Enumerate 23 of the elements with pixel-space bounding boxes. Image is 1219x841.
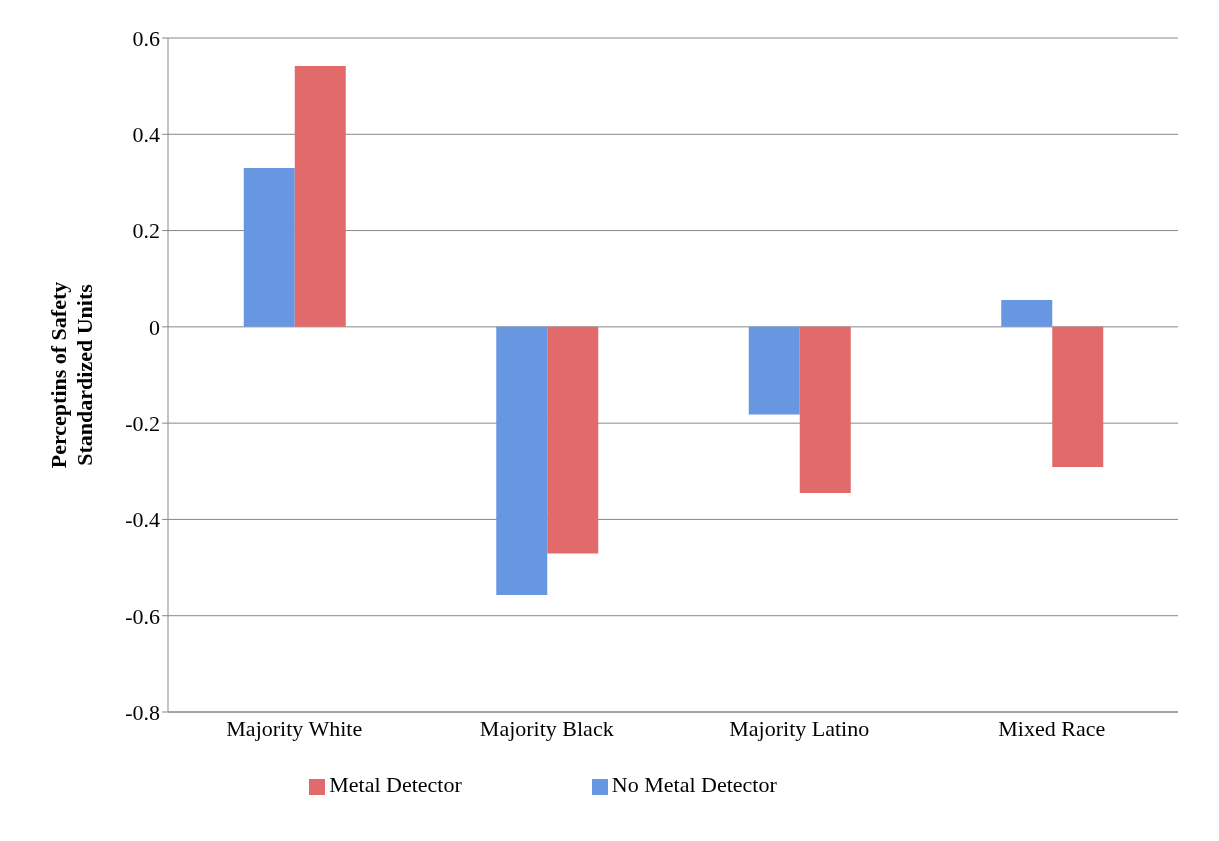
y-tick-label: 0.4 (132, 122, 160, 148)
y-tick-label: -0.2 (125, 410, 160, 436)
bar (294, 65, 346, 327)
y-tick-label: 0.6 (132, 25, 160, 51)
bar (799, 326, 851, 493)
legend-label: Metal Detector (329, 772, 462, 797)
bar (1052, 326, 1104, 467)
y-axis-title: Perceptins of Safety Standardized Units (46, 281, 97, 469)
y-tick-label: -0.6 (125, 603, 160, 629)
x-tick-label: Mixed Race (998, 715, 1106, 741)
bar (547, 326, 599, 554)
y-tick-label: 0.2 (132, 218, 160, 244)
x-tick-label: Majority White (226, 715, 363, 741)
bar (1001, 299, 1053, 327)
bar (243, 167, 295, 327)
y-tick-label: 0 (149, 314, 160, 340)
legend-label: No Metal Detector (611, 772, 777, 797)
y-tick-label: -0.4 (125, 507, 160, 533)
y-tick-label: -0.8 (125, 699, 160, 725)
x-tick-label: Majority Latino (729, 715, 870, 741)
bar (496, 326, 548, 596)
x-tick-label: Majority Black (479, 715, 614, 741)
bar (748, 326, 800, 415)
